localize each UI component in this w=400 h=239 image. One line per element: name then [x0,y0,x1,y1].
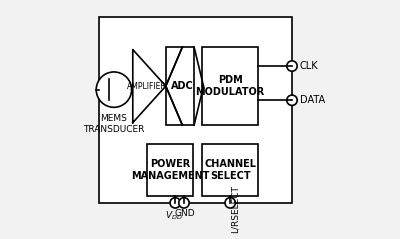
Bar [147,144,193,196]
Bar [202,144,258,196]
Bar [202,47,258,125]
Bar [98,16,292,203]
Text: CLK: CLK [300,61,318,71]
Text: ADC: ADC [171,81,194,91]
Text: GND: GND [175,209,196,218]
Circle shape [170,198,180,208]
Circle shape [287,95,297,105]
Text: L/RSELECT: L/RSELECT [230,185,239,233]
Text: $V_{DD}$: $V_{DD}$ [165,209,183,222]
Text: POWER
MANAGEMENT: POWER MANAGEMENT [131,159,209,181]
Text: PDM
MODULATOR: PDM MODULATOR [196,75,265,97]
Bar [166,47,194,125]
Text: DATA: DATA [300,95,325,105]
Circle shape [225,198,235,208]
Circle shape [287,61,297,71]
Text: CHANNEL
SELECT: CHANNEL SELECT [204,159,256,181]
Text: MEMS
TRANSDUCER: MEMS TRANSDUCER [83,114,144,134]
Circle shape [179,198,189,208]
Circle shape [96,72,132,107]
Text: AMPLIFIER: AMPLIFIER [127,81,167,91]
